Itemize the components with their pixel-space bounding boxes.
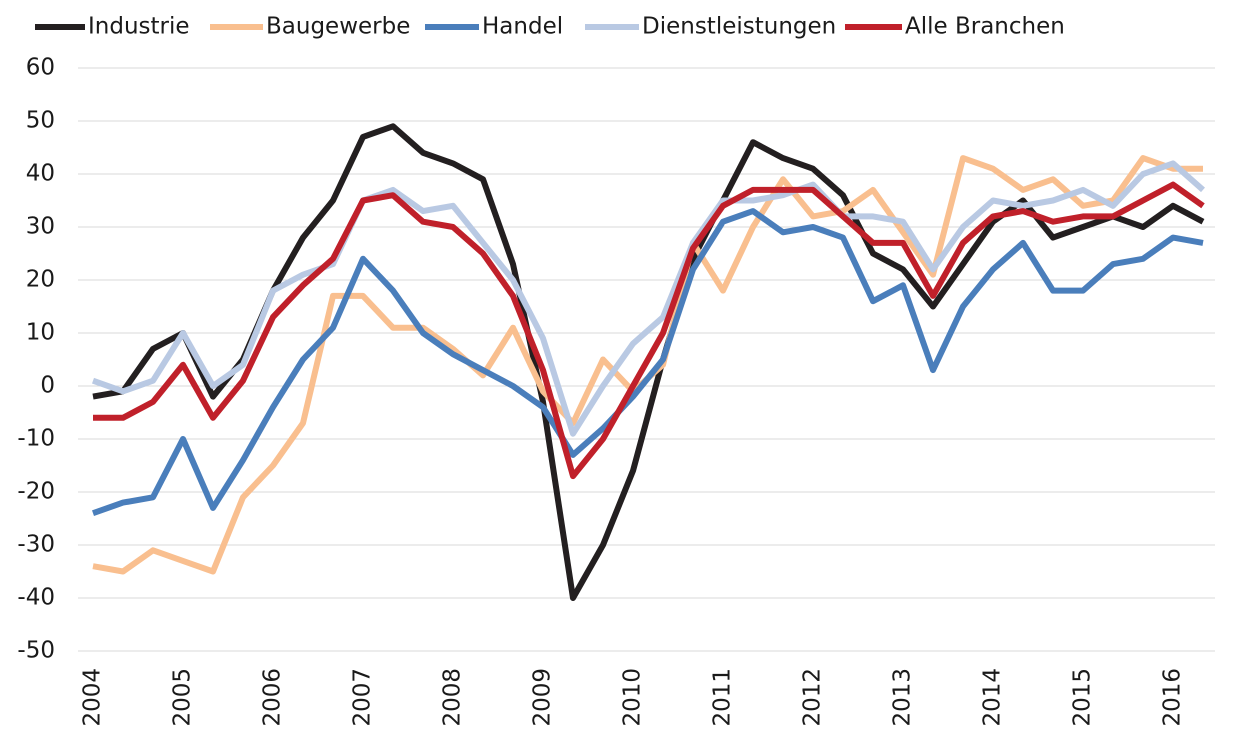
y-tick-label: 50: [26, 108, 55, 134]
x-tick-label: 2015: [1070, 668, 1096, 727]
x-tick-label: 2013: [890, 668, 916, 727]
legend-label: Baugewerbe: [266, 14, 410, 40]
x-tick-label: 2007: [350, 668, 376, 727]
x-tick-label: 2010: [620, 668, 646, 727]
x-tick-label: 2009: [530, 668, 556, 727]
legend-label: Alle Branchen: [905, 14, 1065, 40]
x-tick-label: 2008: [440, 668, 466, 727]
y-tick-label: 10: [26, 320, 55, 346]
x-tick-label: 2016: [1160, 668, 1186, 727]
y-tick-label: 0: [40, 373, 55, 399]
y-tick-label: 40: [26, 161, 55, 187]
y-tick-label: -30: [17, 532, 55, 558]
y-tick-label: -20: [17, 479, 55, 505]
x-tick-label: 2005: [170, 668, 196, 727]
legend-label: Industrie: [88, 14, 190, 40]
x-tick-label: 2012: [800, 668, 826, 727]
x-tick-label: 2006: [260, 668, 286, 727]
legend-label: Handel: [482, 14, 563, 40]
y-tick-label: -10: [17, 426, 55, 452]
legend-label: Dienstleistungen: [642, 14, 836, 40]
y-tick-label: -40: [17, 585, 55, 611]
series-line: [93, 181, 1205, 480]
x-tick-label: 2011: [710, 668, 736, 727]
y-tick-label: 30: [26, 214, 55, 240]
series-line: [92, 160, 1205, 437]
series-line: [92, 208, 1204, 517]
x-tick-label: 2014: [980, 668, 1006, 727]
y-tick-label: 60: [26, 55, 55, 81]
x-tick-label: 2004: [80, 668, 106, 727]
y-tick-label: 20: [26, 267, 55, 293]
y-tick-label: -50: [17, 638, 55, 664]
